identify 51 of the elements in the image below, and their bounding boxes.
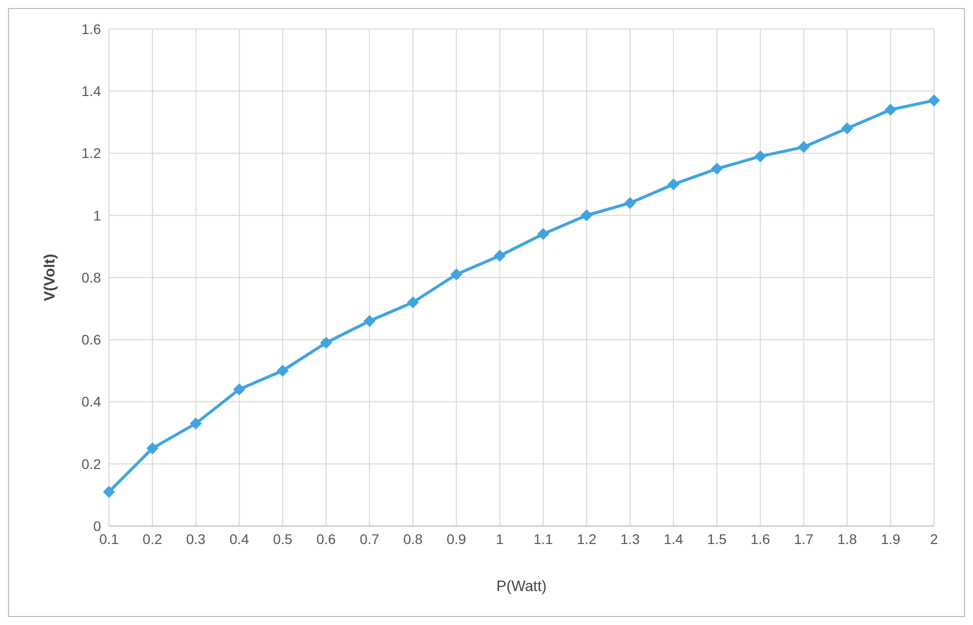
x-tick-label: 1.8 xyxy=(837,530,858,547)
point xyxy=(798,141,810,154)
x-tick-label: 0.4 xyxy=(230,530,250,547)
point xyxy=(841,122,854,134)
x-tick-label: 1.1 xyxy=(533,530,554,547)
point xyxy=(624,196,636,209)
y-tick-label: 0.2 xyxy=(82,456,102,472)
x-tick-label: 2 xyxy=(930,530,938,547)
x-tick-label: 0.8 xyxy=(403,530,423,547)
point xyxy=(537,228,550,240)
x-tick-label: 0.3 xyxy=(186,530,206,547)
point xyxy=(494,250,506,262)
y-tick-label: 0.8 xyxy=(82,269,102,286)
x-tick-label: 0.2 xyxy=(142,530,162,547)
x-tick-label: 1.9 xyxy=(880,530,901,547)
point xyxy=(450,268,462,280)
point xyxy=(754,150,766,162)
point xyxy=(406,296,419,308)
point xyxy=(320,336,332,349)
y-axis-title: V(Volt) xyxy=(41,254,58,302)
point xyxy=(580,209,593,222)
x-tick-label: 0.1 xyxy=(99,530,119,547)
y-tick-label: 1.4 xyxy=(82,83,102,100)
point xyxy=(146,442,158,454)
point xyxy=(276,364,289,377)
x-tick-label: 1.2 xyxy=(576,530,597,547)
x-tick-label: 0.5 xyxy=(272,530,293,547)
y-tick-label: 0.4 xyxy=(82,394,102,410)
point xyxy=(103,486,115,498)
point xyxy=(190,417,202,430)
x-tick-label: 0.9 xyxy=(446,530,466,547)
y-tick-label: 1.6 xyxy=(82,20,102,37)
x-tick-label: 1 xyxy=(496,530,504,547)
point xyxy=(710,162,723,175)
x-tick-label: 0.6 xyxy=(316,530,336,547)
x-axis-title: P(Watt) xyxy=(496,578,547,595)
point xyxy=(364,314,376,327)
y-tick-label: 0 xyxy=(93,518,102,534)
x-tick-label: 1.7 xyxy=(794,530,814,547)
point xyxy=(233,383,246,396)
y-tick-label: 1 xyxy=(93,207,102,224)
y-tick-label: 0.6 xyxy=(82,332,102,348)
x-tick-label: 0.7 xyxy=(360,530,380,547)
point xyxy=(928,94,940,106)
x-tick-label: 1.4 xyxy=(664,530,684,547)
y-tick-label: 1.2 xyxy=(82,145,102,162)
point xyxy=(884,104,897,116)
x-tick-label: 1.3 xyxy=(620,530,640,547)
point xyxy=(667,178,680,190)
x-tick-label: 1.5 xyxy=(707,530,727,547)
x-tick-label: 1.6 xyxy=(750,530,770,547)
